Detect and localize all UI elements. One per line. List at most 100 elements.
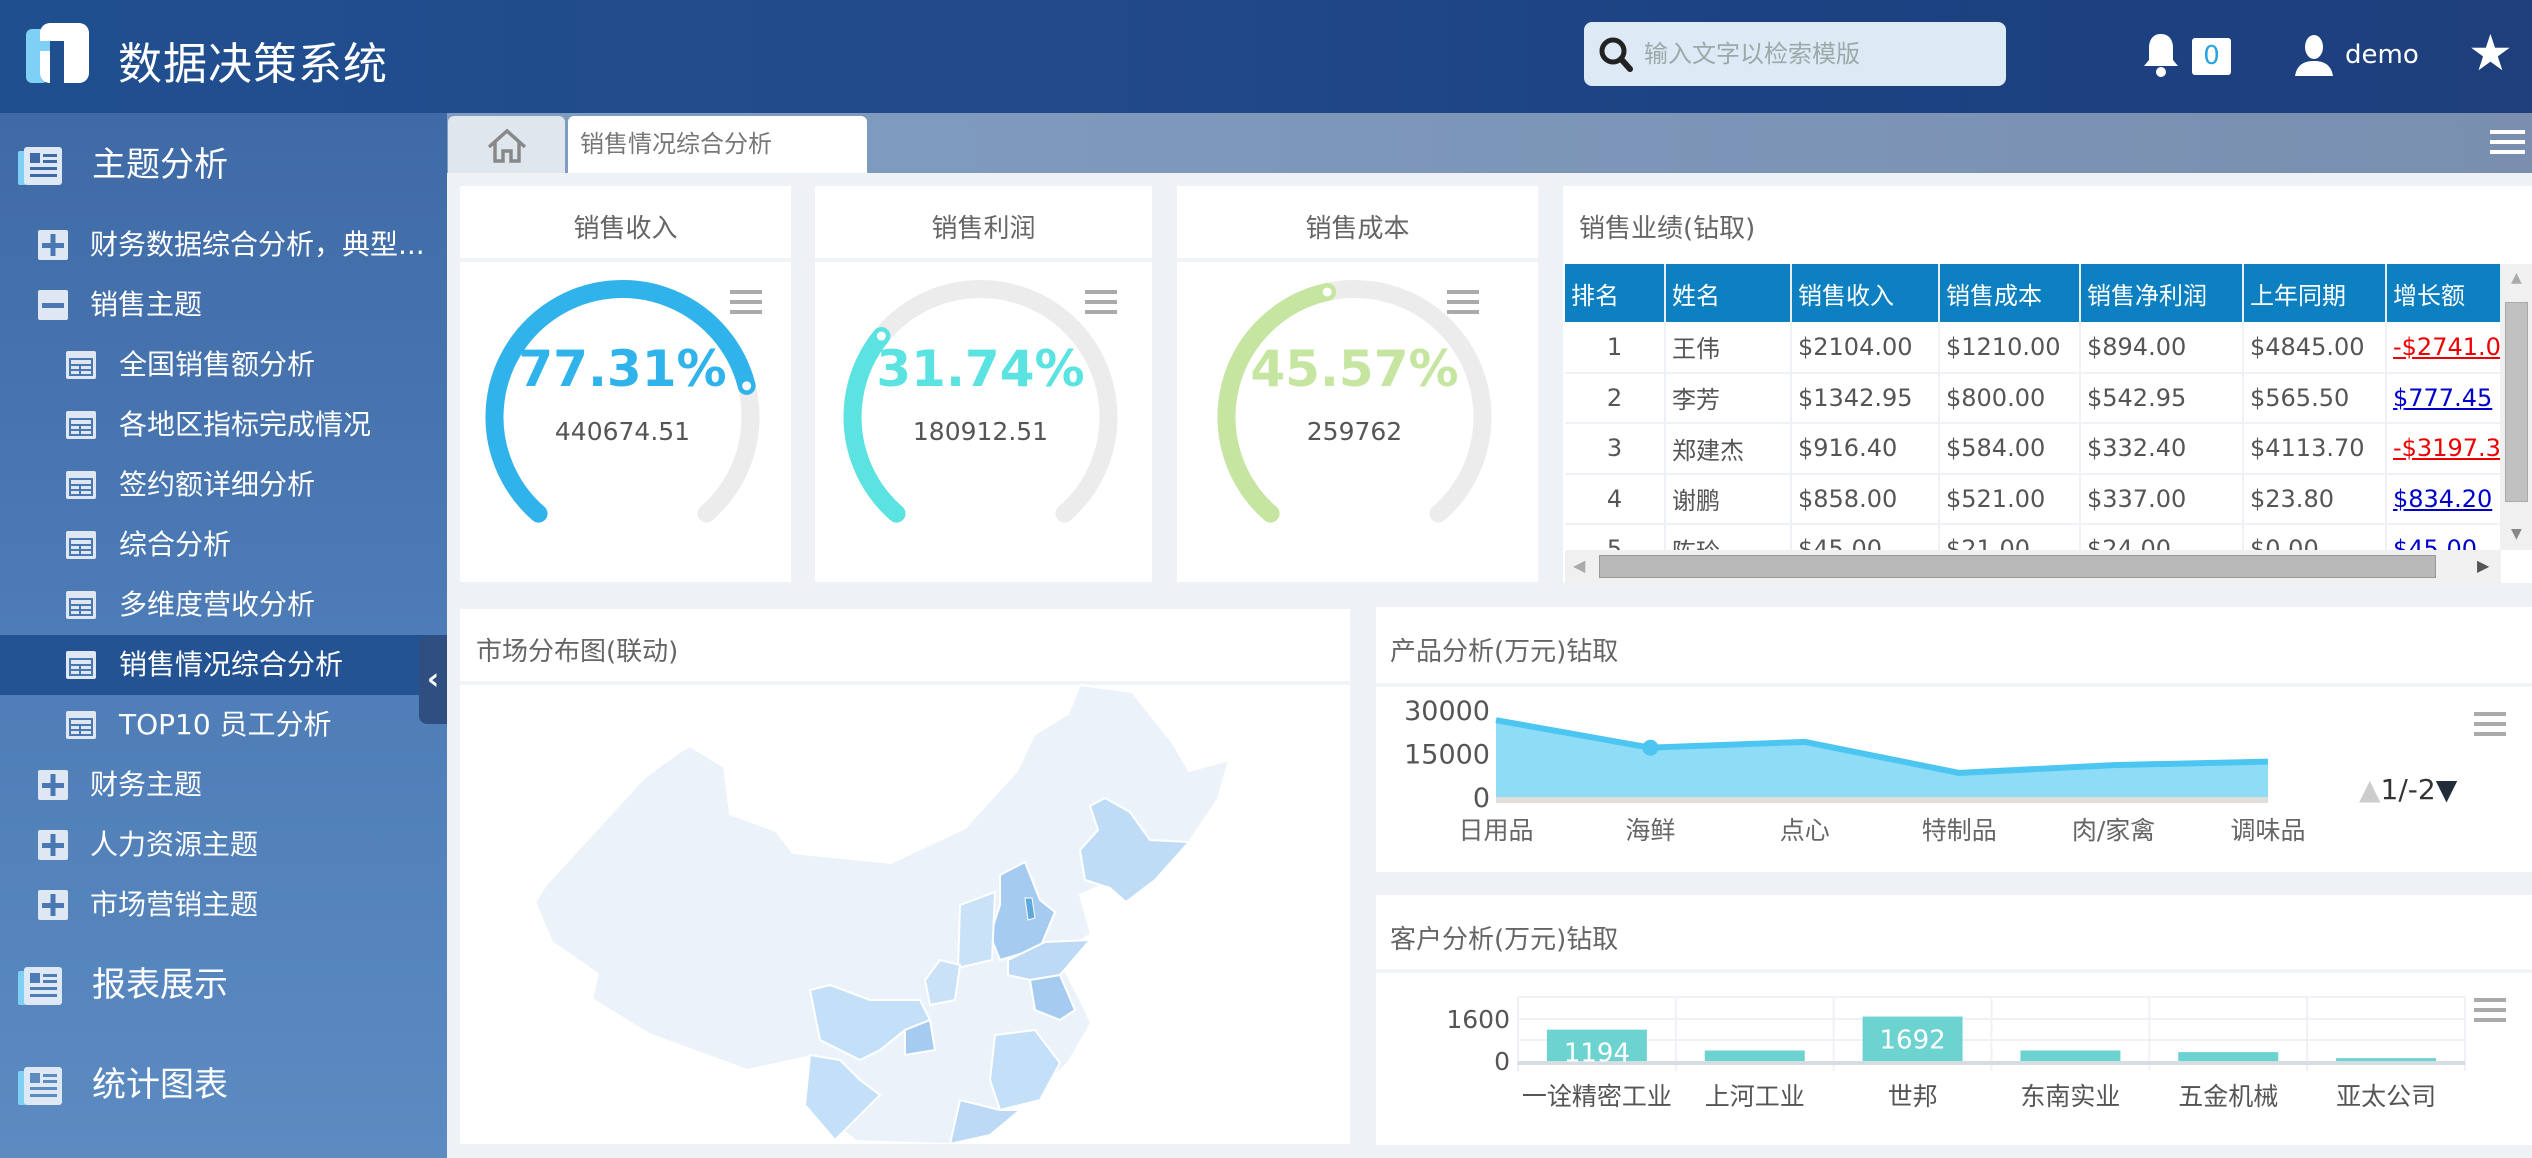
newspaper-icon [18, 1067, 62, 1105]
map-region-northeast [1078, 796, 1192, 904]
vertical-scrollbar[interactable]: ▲ ▼ [2501, 264, 2532, 550]
bell-icon[interactable] [2140, 32, 2182, 78]
table-row[interactable]: 2 李芳 $1342.95 $800.00 $542.95 $565.50 $777.45 [1565, 372, 2501, 424]
card-title: 产品分析(万元)钻取 [1390, 637, 1619, 667]
growth-link[interactable]: -$2741.00 [2393, 332, 2501, 361]
table-cell: $542.95 [2080, 372, 2244, 424]
growth-link[interactable]: -$3197.30 [2393, 434, 2501, 463]
growth-link[interactable]: $777.45 [2393, 383, 2493, 412]
pager-up-arrow-icon[interactable]: ▲ [2359, 773, 2381, 806]
table-cell: $4113.70 [2243, 423, 2387, 475]
gauge-title: 销售收入 [573, 214, 678, 244]
column-header[interactable]: 销售成本 [1939, 264, 2081, 322]
search-box[interactable] [1584, 22, 2006, 86]
bar[interactable] [2020, 1050, 2121, 1062]
column-header[interactable]: 排名 [1565, 264, 1666, 322]
chart-menu-icon[interactable] [2474, 712, 2506, 736]
username[interactable]: demo [2345, 40, 2419, 70]
sidebar-item-2[interactable]: 签约额详细分析 [0, 455, 447, 515]
sidebar-item-label: 全国销售额分析 [119, 348, 316, 381]
y-tick-label: 1600 [1446, 1005, 1510, 1034]
customer-bar-chart[interactable]: 1194 一诠精密工业 上河工业 1692 世邦 东南实业 五金机械 亚太公司 0 1600 [1376, 895, 2532, 1145]
scroll-left-arrow-icon[interactable]: ◀ [1573, 556, 1586, 575]
sidebar-item-label: 销售情况综合分析 [119, 648, 344, 681]
column-header[interactable]: 销售净利润 [2080, 264, 2244, 322]
user-icon[interactable] [2293, 34, 2335, 76]
gauge-title: 销售利润 [931, 214, 1036, 244]
collapse-sidebar-button[interactable]: ‹ [419, 636, 447, 724]
gauge-menu-icon[interactable] [1447, 290, 1479, 314]
sidebar-section-theme-analysis[interactable]: 主题分析 [0, 130, 447, 200]
plus-box-icon [38, 230, 68, 260]
minus-box-icon [38, 290, 68, 320]
plus-box-icon [38, 830, 68, 860]
sidebar-item-1[interactable]: 各地区指标完成情况 [0, 395, 447, 455]
horizontal-scrollbar-thumb[interactable] [1599, 555, 2436, 578]
chart-menu-icon[interactable] [2474, 998, 2506, 1022]
vertical-scrollbar-thumb[interactable] [2505, 302, 2528, 502]
sidebar-item-4[interactable]: 多维度营收分析 [0, 575, 447, 635]
gauge-title: 销售成本 [1305, 214, 1410, 244]
scroll-down-arrow-icon[interactable]: ▼ [2511, 526, 2522, 542]
horizontal-scrollbar[interactable]: ◀ ▶ [1565, 550, 2501, 583]
report-table-icon [66, 711, 96, 739]
growth-link[interactable]: $834.20 [2393, 484, 2493, 513]
gauge-menu-icon[interactable] [730, 290, 762, 314]
column-header[interactable]: 增长额 [2386, 264, 2501, 322]
table-row[interactable]: 4 谢鹏 $858.00 $521.00 $337.00 $23.80 $834.20 [1565, 473, 2501, 525]
sidebar-item-label: 签约额详细分析 [119, 468, 316, 501]
sidebar-group-sales[interactable]: 销售主题 [0, 275, 447, 335]
map-region-chongqing [904, 1018, 937, 1057]
tab-sales-overview[interactable]: 销售情况综合分析 [568, 116, 867, 173]
bar[interactable] [2178, 1052, 2279, 1061]
sidebar-item-3[interactable]: 综合分析 [0, 515, 447, 575]
table-cell: $521.00 [1939, 473, 2081, 525]
sidebar-group-label: 人力资源主题 [90, 828, 259, 861]
table-row[interactable]: 1 王伟 $2104.00 $1210.00 $894.00 $4845.00 -$2741… [1565, 322, 2501, 374]
sidebar-group-finance-analysis[interactable]: 财务数据综合分析，典型... [0, 215, 447, 275]
growth-link[interactable]: $45.00 [2393, 535, 2477, 550]
pager-down-arrow-icon[interactable]: ▼ [2435, 773, 2458, 806]
table-row[interactable]: 5陈玲$45.00$21.00$24.00$0.00$45.00 [1565, 524, 2501, 550]
hamburger-menu-icon[interactable] [2490, 130, 2525, 156]
gauge-card: 31.74% 180912.51 销售利润 [815, 186, 1152, 582]
map-region-beijing [1024, 897, 1036, 921]
table-cell: $2104.00 [1791, 322, 1940, 374]
sidebar-group-marketing[interactable]: 市场营销主题 [0, 875, 447, 935]
scroll-up-arrow-icon[interactable]: ▲ [2511, 270, 2522, 286]
search-input[interactable] [1644, 22, 1994, 86]
gauge-percent: 45.57% [1250, 340, 1458, 398]
newspaper-icon [18, 967, 62, 1005]
notification-badge[interactable]: 0 [2192, 38, 2231, 75]
report-table-icon [66, 351, 96, 379]
sidebar-section-reports[interactable]: 报表展示 [0, 950, 447, 1020]
growth-cell: $834.20 [2386, 473, 2501, 525]
bar[interactable] [1704, 1050, 1805, 1062]
column-header[interactable]: 姓名 [1665, 264, 1792, 322]
bar[interactable] [2336, 1058, 2437, 1061]
search-icon[interactable] [1598, 36, 1634, 72]
star-icon[interactable]: ★ [2468, 24, 2513, 82]
scroll-right-arrow-icon[interactable]: ▶ [2477, 556, 2490, 575]
product-area-chart[interactable]: 0 15000 30000 日用品 海鲜 点心 特制品 肉/家禽 调味品 [1376, 607, 2532, 872]
data-point[interactable] [1642, 739, 1659, 756]
sidebar-group-hr[interactable]: 人力资源主题 [0, 815, 447, 875]
gauge-menu-icon[interactable] [1085, 290, 1117, 314]
table-cell: $1210.00 [1939, 322, 2081, 374]
table-row[interactable]: 3 郑建杰 $916.40 $584.00 $332.40 $4113.70 -$3197.… [1565, 423, 2501, 475]
sidebar-item-5[interactable]: 销售情况综合分析 [0, 635, 447, 695]
bar[interactable] [1546, 1029, 1647, 1061]
sidebar: 主题分析 财务数据综合分析，典型... 销售主题 全国销售额分析各地区指标完成情… [0, 113, 447, 1158]
sidebar-item-0[interactable]: 全国销售额分析 [0, 335, 447, 395]
column-header[interactable]: 上年同期 [2243, 264, 2387, 322]
sidebar-item-6[interactable]: TOP10 员工分析 [0, 695, 447, 755]
sidebar-group-finance[interactable]: 财务主题 [0, 755, 447, 815]
tab-home[interactable] [448, 116, 565, 173]
column-header[interactable]: 销售收入 [1791, 264, 1940, 322]
x-tick-label: 世邦 [1888, 1082, 1938, 1111]
china-map[interactable] [460, 609, 1350, 1144]
gauge-card: 45.57% 259762 销售成本 [1177, 186, 1538, 582]
table-cell: 5 [1565, 524, 1666, 550]
sidebar-section-charts[interactable]: 统计图表 [0, 1050, 447, 1120]
bar[interactable] [1862, 1016, 1963, 1061]
